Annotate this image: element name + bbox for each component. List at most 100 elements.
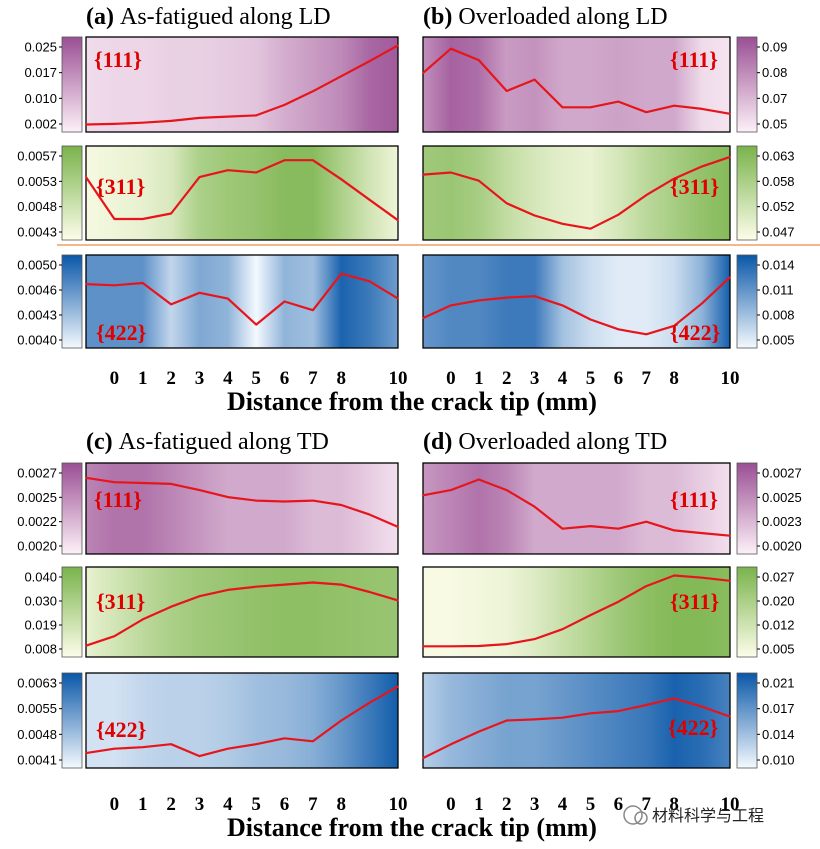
colorbar-tick-label: 0.07 [762, 91, 787, 106]
x-axis-title-top: Distance from the crack tip (mm) [227, 387, 597, 416]
x-tick-label: 1 [474, 368, 484, 389]
panel-b: (b) Overloaded along LD{111} 0.09 0.08 0.07… [422, 4, 795, 389]
panel-title: (b) Overloaded along LD [423, 4, 668, 30]
colorbar-green [736, 145, 758, 241]
data-point [141, 218, 144, 220]
data-point [729, 276, 731, 279]
colorbar-tick-label: 0.027 [762, 570, 795, 585]
data-point [589, 106, 592, 109]
data-point [170, 120, 172, 122]
colorbar-tick-label: 0.0023 [762, 514, 802, 529]
data-point [255, 743, 257, 746]
x-tick-label: 10 [389, 794, 408, 815]
x-tick-label: 5 [586, 794, 596, 815]
data-point [673, 529, 675, 532]
data-point [561, 628, 564, 630]
colorbar-blue [61, 254, 83, 349]
panel-title: (c) As-fatigued along TD [86, 429, 329, 455]
data-point [645, 194, 648, 196]
data-line [422, 478, 731, 537]
data-point [729, 156, 731, 158]
heat-band-purple [422, 462, 731, 555]
data-point [198, 489, 201, 491]
colorbar-tick-label: 0.014 [762, 258, 795, 273]
data-point [505, 489, 508, 491]
colorbar-blue [736, 254, 758, 349]
data-point [198, 176, 201, 178]
data-point [450, 645, 452, 648]
colorbar-tick-label: 0.014 [762, 727, 795, 742]
colorbar-tick-label: 0.012 [762, 618, 795, 633]
x-tick-label: 4 [558, 794, 568, 815]
colorbar-tick-label: 0.0043 [17, 308, 57, 323]
colorbar-tick-label: 0.0048 [17, 727, 57, 742]
x-tick-label: 7 [308, 368, 318, 389]
data-line [85, 159, 399, 222]
colorbar-tick-label: 0.0063 [17, 676, 57, 691]
plane-label: {422} [96, 320, 146, 345]
data-line [422, 276, 731, 336]
data-point [141, 482, 144, 484]
data-point [505, 643, 508, 645]
colorbar-tick-label: 0.0043 [17, 225, 57, 240]
panel-letter: (c) [86, 429, 119, 455]
colorbar-tick-label: 0.0053 [17, 174, 57, 189]
colorbar-tick-label: 0.005 [762, 333, 795, 348]
data-point [85, 283, 87, 285]
data-point [227, 115, 229, 118]
data-point [422, 317, 424, 319]
heat-band-blue [85, 254, 399, 349]
panel-title: (a) As-fatigued along LD [86, 4, 331, 30]
data-point [368, 280, 371, 283]
colorbar-tick-label: 0.0057 [17, 149, 57, 164]
x-tick-label: 8 [337, 794, 347, 815]
data-point [397, 599, 399, 602]
colorbar-tick-label: 0.019 [24, 618, 57, 633]
data-point [170, 303, 172, 306]
data-point [478, 59, 480, 61]
heat-band-blue [85, 672, 399, 769]
x-tick-label: 7 [642, 794, 652, 815]
data-point [701, 165, 703, 168]
data-point [227, 747, 229, 750]
data-point [113, 635, 116, 638]
x-tick-label: 6 [280, 794, 290, 815]
colorbar-green [736, 566, 758, 658]
colorbar-tick-label: 0.021 [762, 676, 795, 691]
data-line [423, 574, 731, 648]
x-tick-label: 3 [530, 794, 540, 815]
panel-title-text: Overloaded along TD [458, 429, 667, 455]
data-point [561, 527, 564, 530]
colorbar-tick-label: 0.017 [24, 65, 57, 80]
watermark-icon [623, 805, 643, 825]
x-tick-label: 0 [446, 368, 456, 389]
data-point [701, 302, 703, 305]
data-point [113, 218, 116, 220]
colorbar-tick-label: 0.058 [762, 174, 795, 189]
heat-band-green [422, 145, 731, 241]
x-tick-label: 8 [669, 794, 679, 815]
data-point [478, 299, 480, 302]
data-point [113, 747, 116, 750]
x-tick-label: 0 [110, 794, 120, 815]
colorbar-tick-label: 0.005 [762, 642, 795, 657]
data-point [450, 743, 452, 746]
data-line [85, 685, 399, 758]
data-point [340, 178, 343, 181]
data-point [141, 618, 144, 621]
plane-label: {311} [670, 174, 719, 199]
data-point [701, 705, 703, 708]
data-point [505, 296, 508, 299]
data-point [673, 574, 675, 577]
colorbar-tick-label: 0.0020 [17, 539, 57, 554]
x-tick-label: 2 [166, 794, 176, 815]
data-point [617, 527, 620, 530]
data-point [113, 284, 116, 287]
data-point [397, 297, 399, 300]
x-tick-label: 6 [614, 794, 624, 815]
data-point [561, 106, 564, 109]
data-point [340, 583, 343, 586]
plane-label: {311} [96, 174, 145, 199]
panel-a: (a) As-fatigued along LD {111} 0.025 0.017 0… [17, 4, 407, 389]
data-line [85, 272, 399, 326]
